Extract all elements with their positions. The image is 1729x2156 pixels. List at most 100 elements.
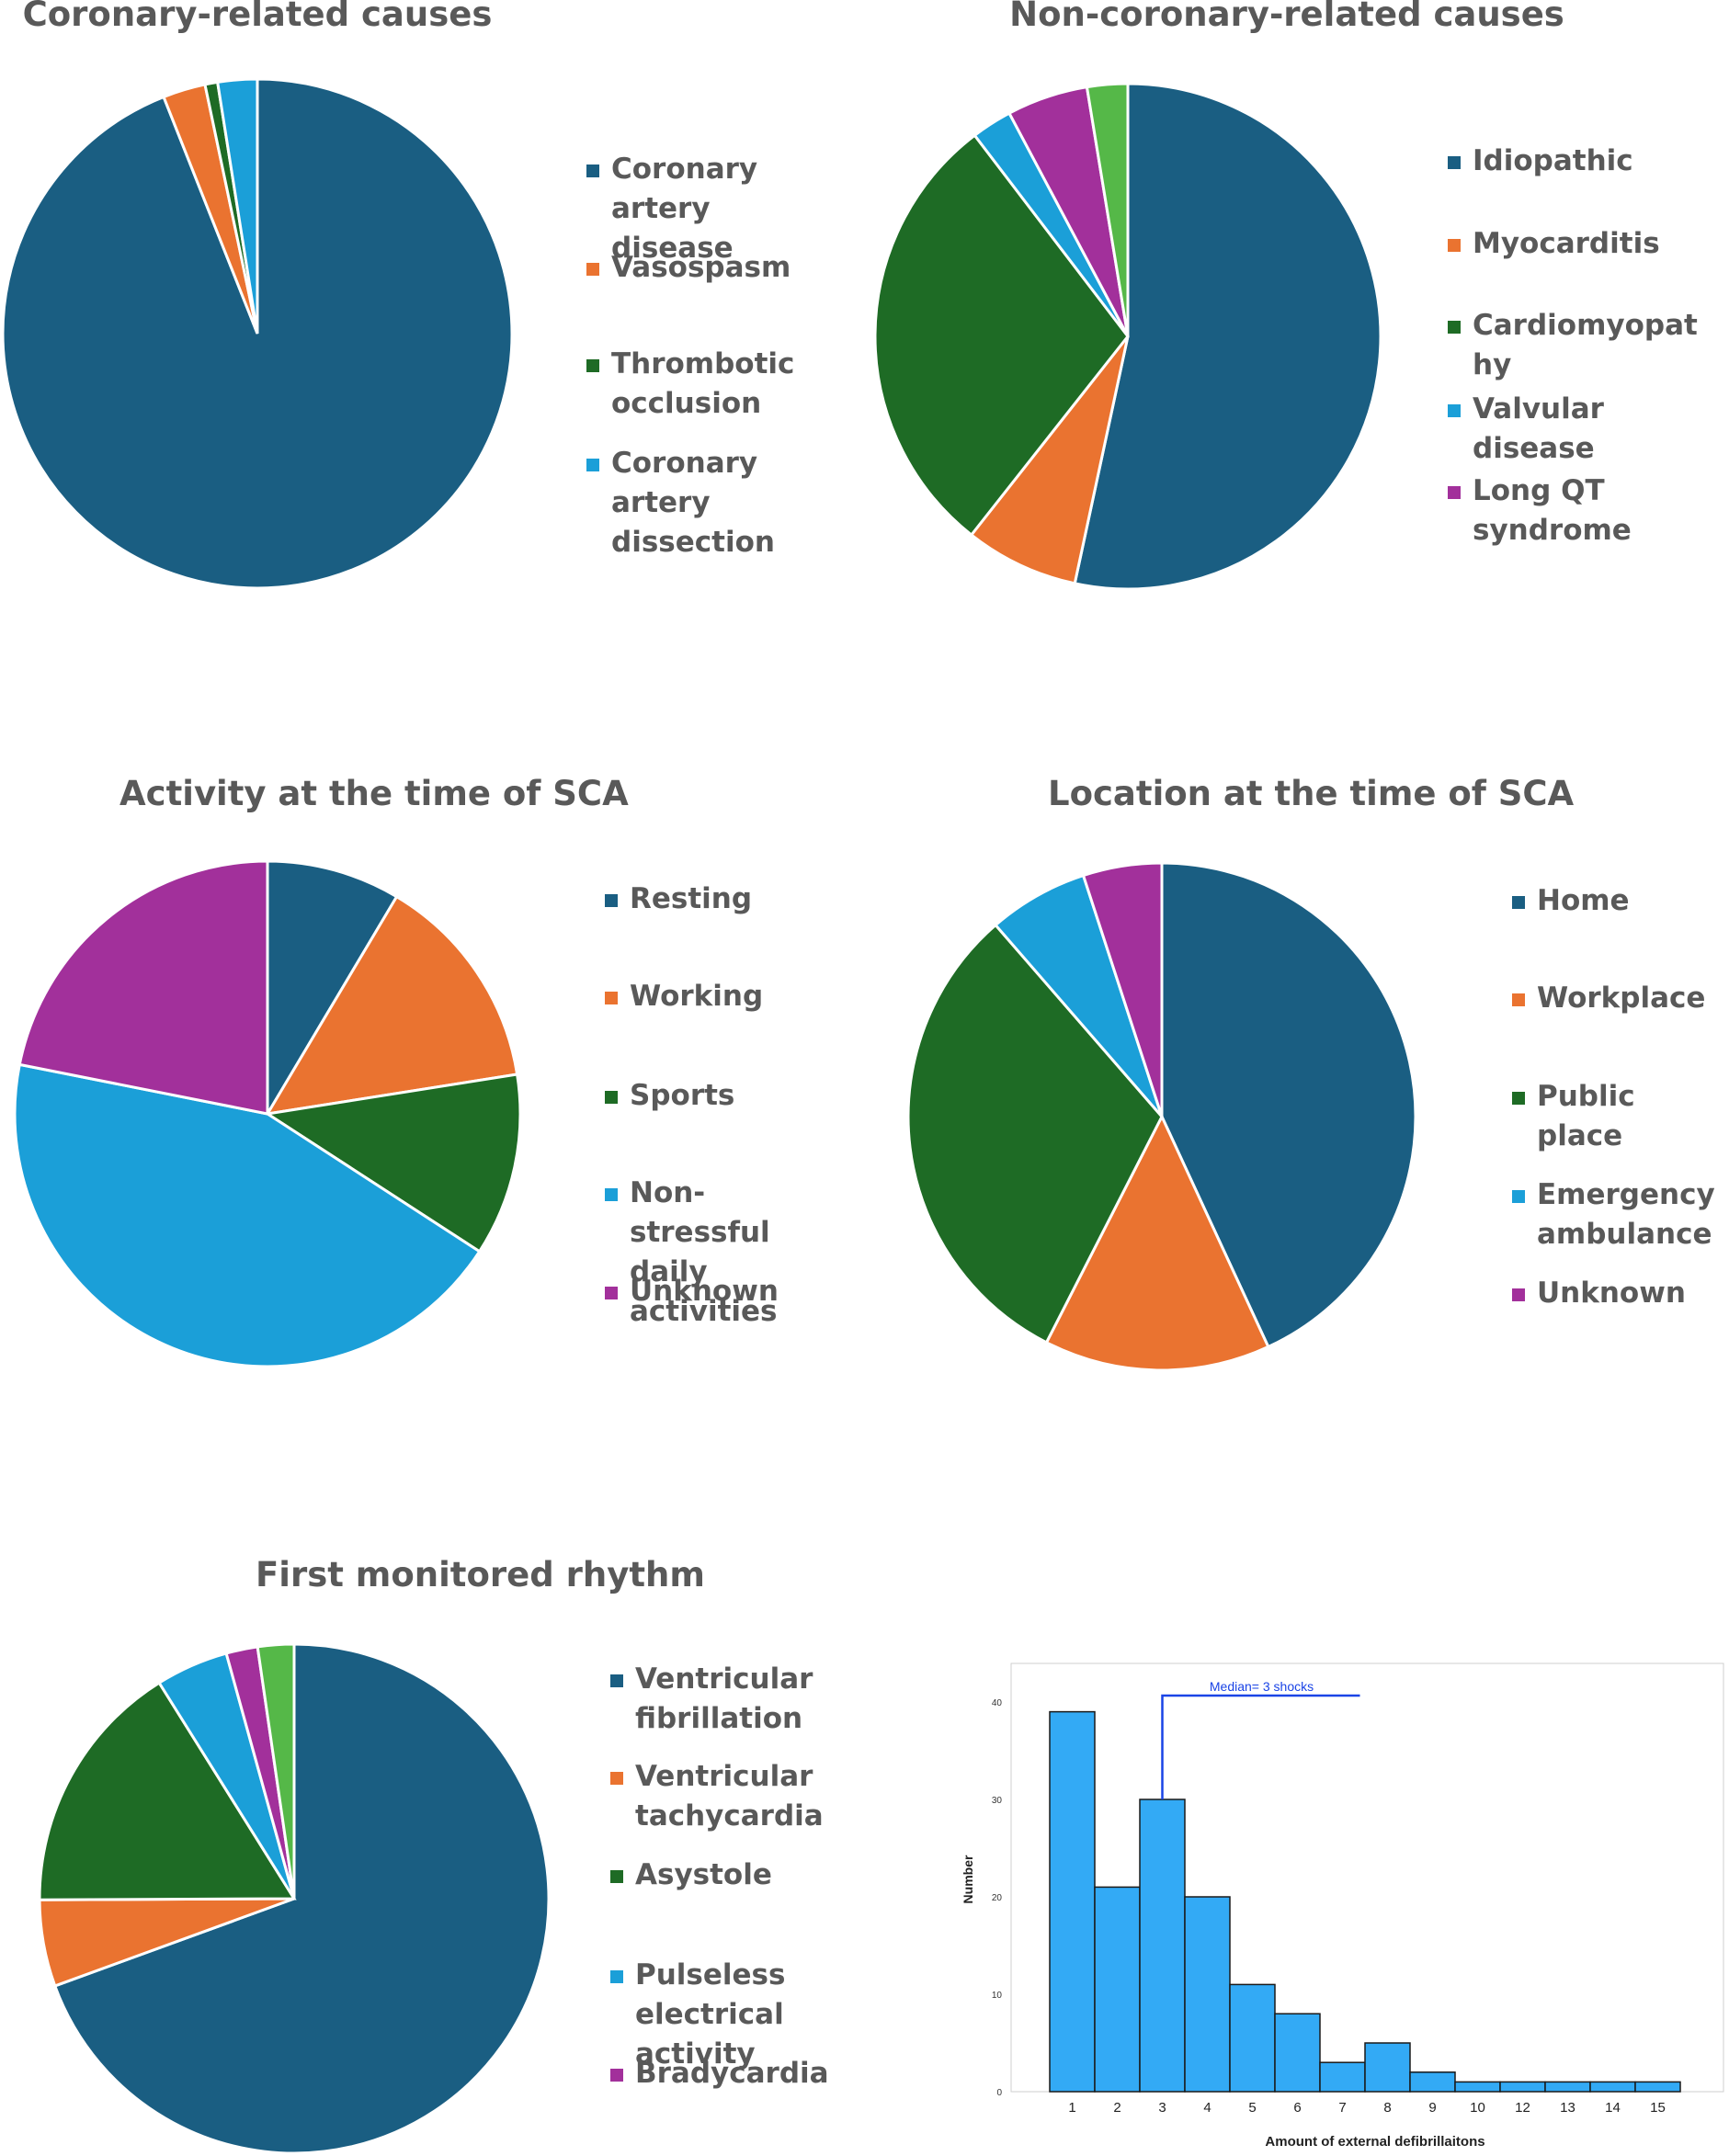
legend-label: Coronary artery dissection: [611, 447, 775, 559]
x-tick-label: 2: [1113, 2100, 1120, 2116]
pie-chart: [1, 77, 514, 590]
pie-slice: [263, 1072, 522, 1254]
legend-swatch: [610, 1772, 623, 1785]
histogram-bar: [1049, 1710, 1096, 2093]
legend-label: Ventricular fibrillation: [635, 1662, 813, 1735]
pie-chart: [13, 859, 522, 1368]
legend-swatch: [605, 1287, 618, 1299]
legend-label: Coronary artery disease: [611, 153, 758, 265]
pie-slice: [1044, 1113, 1270, 1372]
legend-label: Thrombotic occlusion: [611, 347, 795, 420]
legend-entry: Coronary artery disease: [586, 150, 757, 268]
legend-swatch: [605, 992, 618, 1004]
pie-chart: [906, 861, 1417, 1372]
legend-swatch: [1448, 404, 1461, 417]
x-tick-label: 12: [1515, 2100, 1530, 2116]
median-annotation: Median= 3 shocks: [1210, 1679, 1314, 1694]
pie-slice: [906, 923, 1164, 1345]
legend-label: Home: [1537, 884, 1630, 917]
pie-slice: [17, 859, 269, 1116]
legend-swatch: [1512, 896, 1525, 909]
legend-swatch: [605, 1091, 618, 1104]
x-tick-label: 15: [1650, 2100, 1666, 2116]
pie-slice: [1073, 82, 1382, 591]
legend-entry: Workplace: [1512, 979, 1705, 1018]
legend-entry: Cardiomyopat hy: [1448, 306, 1698, 385]
legend-swatch: [586, 359, 599, 372]
x-tick-label: 4: [1203, 2100, 1211, 2116]
legend-label: Bradycardia: [635, 2057, 829, 2090]
legend-swatch: [1512, 1092, 1525, 1105]
legend-entry: Working: [605, 977, 763, 1016]
y-tick-label: 40: [992, 1698, 1003, 1708]
histogram-bar: [1634, 2081, 1681, 2093]
pie-slice: [52, 1642, 551, 2155]
histogram-bar: [1139, 1799, 1186, 2093]
legend-label: Working: [630, 980, 764, 1013]
legend-label: Pulseless electrical activity: [635, 1958, 786, 2071]
chart-title: Coronary-related causes: [22, 0, 493, 34]
legend-label: Ventricular tachycardia: [635, 1760, 824, 1833]
chart-title: Non-coronary-related causes: [1009, 0, 1564, 34]
legend-swatch: [605, 1188, 618, 1201]
legend-label: Workplace: [1537, 982, 1706, 1015]
legend-swatch: [610, 1674, 623, 1687]
x-tick-label: 9: [1428, 2100, 1436, 2116]
legend-label: Long QT syndrome: [1473, 474, 1632, 547]
pie-slice: [1081, 861, 1164, 1118]
legend-swatch: [1448, 321, 1461, 334]
legend-label: Unknown: [630, 1275, 779, 1308]
x-tick-label: 6: [1293, 2100, 1301, 2116]
y-tick-label: 10: [992, 1991, 1003, 2001]
legend-swatch: [1512, 1190, 1525, 1203]
pie-slice: [1160, 861, 1417, 1349]
legend-swatch: [610, 1870, 623, 1883]
histogram-bar: [1454, 2081, 1501, 2093]
x-tick-label: 14: [1605, 2100, 1621, 2116]
legend-swatch: [586, 165, 599, 177]
pie-slice: [969, 335, 1130, 585]
legend-entry: Long QT syndrome: [1448, 471, 1632, 550]
legend-entry: Valvular disease: [1448, 390, 1604, 469]
histogram-bar: [1319, 2061, 1366, 2093]
legend-swatch: [610, 1970, 623, 1983]
histogram-bar: [1544, 2081, 1591, 2093]
pie-slice: [266, 859, 399, 1119]
histogram-bar: [1589, 2081, 1636, 2093]
legend-entry: Bradycardia: [610, 2054, 829, 2094]
x-tick-label: 13: [1560, 2100, 1575, 2116]
chart-title: First monitored rhythm: [256, 1555, 705, 1594]
histogram-bar: [1499, 2081, 1546, 2093]
legend-swatch: [586, 263, 599, 276]
legend-label: Resting: [630, 882, 753, 915]
x-tick-label: 8: [1383, 2100, 1391, 2116]
pie-slice: [1085, 82, 1130, 337]
histogram-bar: [1409, 2071, 1456, 2093]
legend-entry: Home: [1512, 881, 1630, 921]
legend-label: Asystole: [635, 1858, 772, 1891]
legend-entry: Ventricular tachycardia: [610, 1757, 824, 1836]
median-marker: [1161, 1694, 1360, 1799]
y-tick-label: 30: [992, 1796, 1003, 1806]
legend-label: Cardiomyopat hy: [1473, 309, 1698, 381]
legend-swatch: [1448, 156, 1461, 169]
legend-entry: Emergency ambulance: [1512, 1175, 1715, 1254]
pie-slice: [256, 1642, 296, 1900]
histogram-bar: [1229, 1983, 1276, 2093]
legend-swatch: [1512, 1288, 1525, 1301]
legend-swatch: [1512, 993, 1525, 1006]
legend-label: Emergency ambulance: [1537, 1178, 1715, 1251]
legend-label: Non-stressful daily activities: [630, 1176, 778, 1328]
histogram-chart: 0 10 20 30 40 Amount of external defibrillai…: [961, 1662, 1724, 2150]
pie-slice: [38, 1681, 297, 1901]
legend-label: Vasospasm: [611, 251, 791, 284]
legend-entry: Vasospasm: [586, 248, 791, 288]
legend-label: Myocarditis: [1473, 227, 1660, 260]
pie-chart: [38, 1642, 551, 2155]
pie-slice: [265, 894, 519, 1116]
legend-entry: Unknown: [605, 1272, 779, 1311]
chart-title: Activity at the time of SCA: [119, 774, 629, 813]
legend-entry: Myocarditis: [1448, 224, 1660, 264]
x-tick-label: 7: [1338, 2100, 1346, 2116]
chart-title: Location at the time of SCA: [1048, 774, 1575, 813]
